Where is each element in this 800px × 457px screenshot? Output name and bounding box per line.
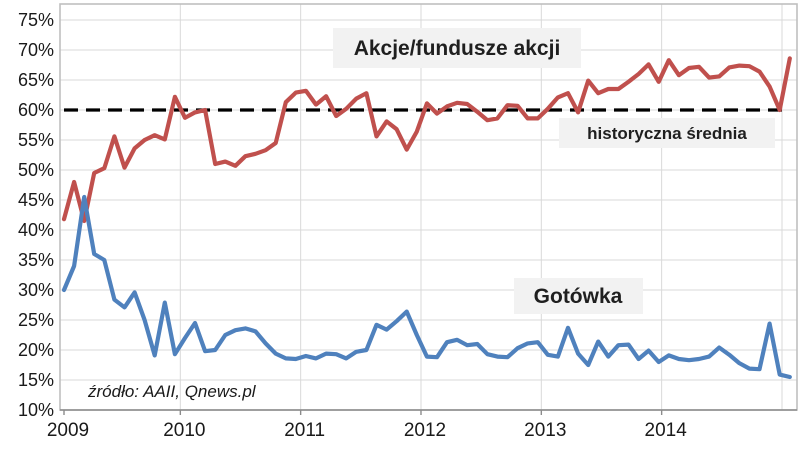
source-note: źródło: AAII, Qnews.pl bbox=[87, 382, 257, 401]
y-tick-label: 60% bbox=[18, 100, 54, 120]
reference-label: historyczna średnia bbox=[587, 124, 747, 143]
y-tick-label: 30% bbox=[18, 280, 54, 300]
y-tick-label: 40% bbox=[18, 220, 54, 240]
equities-label: Akcje/fundusze akcji bbox=[354, 37, 561, 60]
x-axis-labels: 2009 2010 2011 2012 2013 2014 bbox=[47, 420, 687, 441]
y-tick-label: 75% bbox=[18, 10, 54, 30]
y-tick-label: 70% bbox=[18, 40, 54, 60]
y-tick-label: 55% bbox=[18, 130, 54, 150]
x-axis-ticks bbox=[63, 410, 663, 415]
x-tick-label: 2009 bbox=[47, 420, 89, 441]
x-tick-label: 2010 bbox=[163, 420, 205, 441]
y-tick-label: 45% bbox=[18, 190, 54, 210]
equities-series-line bbox=[61, 56, 792, 224]
reference-label-box bbox=[559, 118, 775, 148]
x-tick-label: 2013 bbox=[524, 420, 566, 441]
x-tick-label: 2012 bbox=[404, 420, 446, 441]
cash-label: Gotówka bbox=[534, 285, 623, 308]
y-tick-label: 15% bbox=[18, 370, 54, 390]
y-axis-labels: 10% 15% 20% 25% 30% 35% 40% 45% 50% 55% 60% 65% 70% 7… bbox=[18, 10, 54, 420]
x-tick-label: 2011 bbox=[284, 420, 325, 441]
y-tick-label: 10% bbox=[18, 400, 54, 420]
y-tick-label: 35% bbox=[18, 250, 54, 270]
cash-series-line bbox=[61, 194, 792, 380]
x-tick-label: 2014 bbox=[645, 420, 688, 441]
cash-label-box bbox=[514, 278, 643, 314]
y-tick-label: 20% bbox=[18, 340, 54, 360]
y-tick-label: 50% bbox=[18, 160, 54, 180]
y-tick-label: 25% bbox=[18, 310, 54, 330]
equities-label-box bbox=[333, 28, 581, 68]
y-tick-label: 65% bbox=[18, 70, 54, 90]
